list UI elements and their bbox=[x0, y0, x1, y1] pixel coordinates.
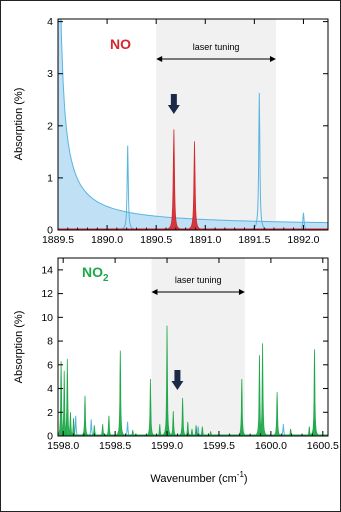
x-tick-label: 1892.0 bbox=[287, 234, 319, 246]
x-tick-label: 1598.5 bbox=[99, 440, 131, 452]
measurement-arrow-no2 bbox=[171, 370, 184, 390]
measured-peak bbox=[122, 430, 144, 436]
measured-peak bbox=[199, 431, 222, 436]
laser-tuning-arrowhead-left-no2 bbox=[151, 289, 158, 295]
measured-peak bbox=[279, 428, 302, 436]
x-axis-title-end: ) bbox=[244, 473, 248, 485]
measurement-arrow-no bbox=[167, 94, 180, 114]
y-tick-label: 3 bbox=[47, 68, 53, 80]
x-tick-label: 1600.5 bbox=[307, 440, 339, 452]
plot-border-no2 bbox=[57, 257, 329, 437]
y-tick-label: 2 bbox=[47, 120, 53, 132]
x-tick-label: 1598.0 bbox=[47, 440, 79, 452]
y-tick-label: 4 bbox=[47, 383, 53, 395]
x-axis-title-superscript: -1 bbox=[237, 470, 245, 479]
molecule-label-no: NO bbox=[110, 36, 131, 52]
molecule-label-no2-subscript: 2 bbox=[103, 273, 109, 284]
x-tick-label: 1599.5 bbox=[203, 440, 235, 452]
panel-no2: 1598.0 1598.5 1599.0 1599.5 1600.0 1600.5 0 2 4 6… bbox=[13, 257, 339, 485]
y-tick-label: 12 bbox=[41, 288, 53, 300]
y-axis-title-no2: Absorption (%) bbox=[13, 311, 25, 384]
x-tick-label: 1891.5 bbox=[238, 234, 270, 246]
molecule-label-no2: NO2 bbox=[82, 264, 109, 284]
background-absorption-area-no bbox=[58, 19, 328, 230]
measured-peak bbox=[91, 424, 114, 436]
x-tick-label: 1891.0 bbox=[189, 234, 221, 246]
measured-peak bbox=[149, 424, 171, 436]
laser-tuning-arrowhead-right-no2 bbox=[238, 289, 245, 295]
y-tick-label: 0 bbox=[47, 225, 53, 237]
x-axis-title: Wavenumber (cm-1) bbox=[150, 470, 247, 485]
measured-peak bbox=[181, 428, 203, 436]
x-tick-label: 1600.0 bbox=[255, 440, 287, 452]
x-tick-label: 1890.0 bbox=[91, 234, 123, 246]
y-tick-label: 2 bbox=[47, 407, 53, 419]
measured-peak bbox=[191, 426, 214, 436]
panel-no: 1889.5 1890.0 1890.5 1891.0 1891.5 1892.0 0 1 2 3… bbox=[13, 16, 329, 246]
y-tick-label: 10 bbox=[41, 312, 53, 324]
measured-peak bbox=[83, 425, 106, 436]
simulated-peak bbox=[187, 426, 209, 436]
x-tick-label: 1890.5 bbox=[140, 234, 172, 246]
molecule-label-no2-main: NO bbox=[82, 264, 103, 280]
x-tick-label: 1889.5 bbox=[42, 234, 74, 246]
measurement-arrow-shape bbox=[167, 94, 180, 114]
y-tick-label: 8 bbox=[47, 336, 53, 348]
laser-tuning-arrowhead-left-no bbox=[156, 56, 163, 62]
laser-tuning-label-no: laser tuning bbox=[193, 42, 240, 52]
laser-tuning-band-no bbox=[156, 19, 276, 230]
measurement-arrow-shape bbox=[171, 370, 184, 390]
measured-peak bbox=[298, 426, 321, 436]
laser-tuning-arrowhead-right-no bbox=[269, 56, 276, 62]
y-tick-label: 4 bbox=[47, 16, 53, 28]
y-tick-label: 1 bbox=[47, 172, 53, 184]
y-tick-label: 0 bbox=[47, 431, 53, 443]
y-axis-title-no: Absorption (%) bbox=[13, 88, 25, 161]
simulated-peak bbox=[272, 424, 295, 436]
x-tick-label: 1599.0 bbox=[151, 440, 183, 452]
measured-peak bbox=[185, 425, 207, 436]
y-tick-label: 14 bbox=[41, 264, 53, 276]
x-axis-title-main: Wavenumber (cm bbox=[150, 473, 236, 485]
laser-tuning-label-no2: laser tuning bbox=[175, 275, 222, 285]
y-tick-label: 6 bbox=[47, 359, 53, 371]
plot-border-no bbox=[57, 18, 329, 231]
